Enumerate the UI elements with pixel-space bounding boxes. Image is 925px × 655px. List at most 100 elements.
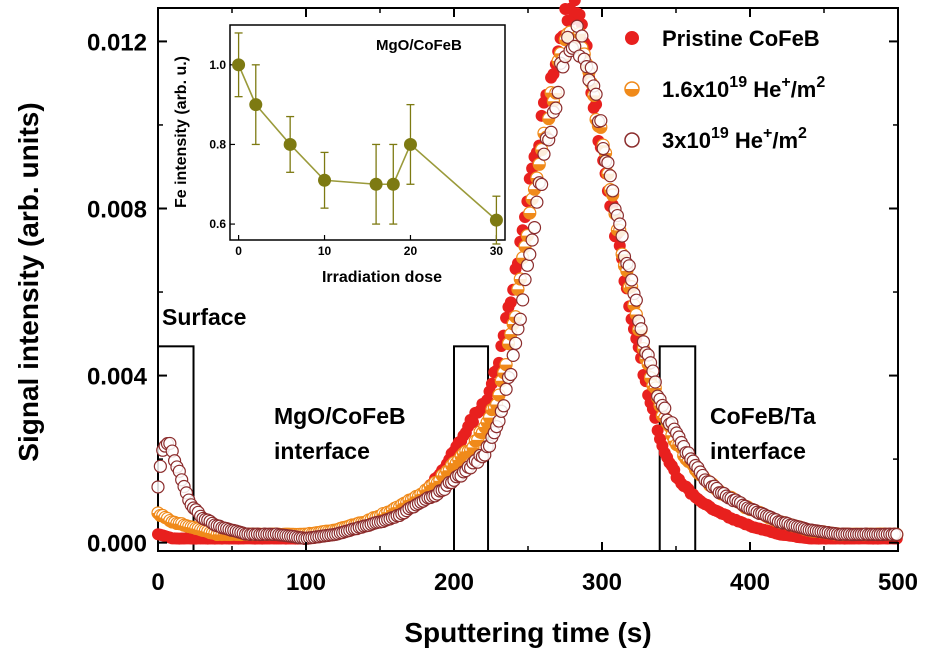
data-point xyxy=(636,335,651,349)
inset-data-point xyxy=(232,58,246,72)
data-point xyxy=(551,85,565,99)
x-tick-label: 400 xyxy=(730,569,770,596)
annotations: Surface MgO/CoFeB interface CoFeB/Ta int… xyxy=(162,304,816,464)
data-point xyxy=(629,293,643,307)
legend-marker-pristine xyxy=(625,31,639,45)
data-point xyxy=(584,61,598,75)
x-tick-label: 100 xyxy=(286,569,326,596)
data-point-fill xyxy=(528,189,541,196)
data-point xyxy=(504,296,517,309)
data-point xyxy=(544,125,558,139)
inset-y-tick-label: 0.8 xyxy=(209,137,226,151)
data-point xyxy=(594,114,608,128)
data-point xyxy=(518,273,532,287)
inset-data-point xyxy=(283,137,297,151)
inset-data-point xyxy=(369,177,383,191)
data-point xyxy=(497,399,511,413)
data-point xyxy=(499,382,513,396)
y-tick-label: 0.008 xyxy=(87,196,147,223)
inset-title: MgO/CoFeB xyxy=(376,37,462,54)
inset-y-tick-label: 1.0 xyxy=(209,58,226,72)
data-point xyxy=(573,8,586,21)
x-tick-label: 0 xyxy=(151,569,164,596)
series-2 xyxy=(151,19,904,546)
inset-x-tick-label: 0 xyxy=(235,244,242,258)
data-point xyxy=(508,336,523,350)
legend-label-1p6e19: 1.6x1019 He+/m2 xyxy=(662,74,825,102)
y-tick-label: 0.000 xyxy=(87,531,147,558)
legend-marker-3e19 xyxy=(624,132,640,148)
data-point xyxy=(549,101,563,115)
inset-chart: 0 10 20 30 0.6 0.8 1.0 MgO/CoFeB Irradiation d… xyxy=(173,24,506,286)
legend: Pristine CoFeB 1.6x1019 He+/m2 3x1019 He… xyxy=(624,26,825,153)
legend-entry-3e19: 3x1019 He+/m2 xyxy=(624,125,807,153)
legend-marker-1p6e19-half xyxy=(625,89,639,96)
data-point-fill xyxy=(523,212,536,219)
data-point xyxy=(520,258,535,272)
data-point xyxy=(606,184,620,198)
series-layer xyxy=(151,0,904,546)
data-point xyxy=(648,375,662,389)
annotation-mgo-line1: MgO/CoFeB xyxy=(274,403,406,429)
annotation-ta-line2: interface xyxy=(710,438,806,464)
data-point xyxy=(596,141,610,156)
annotation-ta-line1: CoFeB/Ta xyxy=(710,403,816,429)
annotation-boxes xyxy=(157,345,697,553)
data-point xyxy=(153,459,167,473)
inset-series xyxy=(232,32,503,245)
annotation-surface: Surface xyxy=(162,304,246,330)
inset-data-point xyxy=(318,173,332,187)
data-point-fill xyxy=(533,164,546,171)
data-point xyxy=(537,147,551,161)
data-point xyxy=(561,30,575,44)
legend-label-3e19: 3x1019 He+/m2 xyxy=(662,125,807,153)
data-point xyxy=(523,247,537,261)
inset-x-axis-label: Irradiation dose xyxy=(322,269,442,286)
inset-x-tick-label: 20 xyxy=(404,244,418,258)
inset-line xyxy=(237,64,497,221)
data-point-fill xyxy=(542,118,555,125)
inset-data-point xyxy=(249,98,263,112)
data-point xyxy=(506,348,520,362)
inset-x-tick-label: 10 xyxy=(318,244,332,258)
inset-y-axis-label: Fe intensity (arb. u.) xyxy=(173,56,190,208)
data-point xyxy=(890,527,904,542)
data-point xyxy=(613,217,627,231)
y-tick-label: 0.004 xyxy=(87,364,148,391)
annotation-mgo-line2: interface xyxy=(274,438,370,464)
data-point xyxy=(615,229,629,243)
data-point xyxy=(504,367,518,382)
data-point xyxy=(646,364,660,378)
inset-frame xyxy=(229,24,506,241)
legend-entry-pristine: Pristine CoFeB xyxy=(625,26,820,51)
data-point xyxy=(589,87,603,101)
data-point xyxy=(535,177,549,192)
data-point xyxy=(658,401,672,415)
legend-label-pristine: Pristine CoFeB xyxy=(662,26,820,51)
x-tick-label: 200 xyxy=(434,569,474,596)
data-point xyxy=(624,273,639,287)
data-point-fill xyxy=(471,439,484,446)
data-point xyxy=(466,416,479,429)
inset-y-tick-label: 0.6 xyxy=(209,217,226,231)
inset-x-tick-label: 30 xyxy=(490,244,504,258)
legend-entry-1p6e19: 1.6x1019 He+/m2 xyxy=(624,74,825,102)
data-point xyxy=(603,169,617,183)
x-tick-label: 300 xyxy=(582,569,622,596)
data-point xyxy=(601,156,615,170)
data-point xyxy=(516,293,530,307)
y-axis-label: Signal intensity (arb. units) xyxy=(13,102,44,461)
data-point xyxy=(634,322,648,336)
data-point xyxy=(513,312,527,326)
inset-ticks: 0 10 20 30 0.6 0.8 1.0 xyxy=(209,58,503,258)
data-point xyxy=(525,233,539,247)
y-tick-label: 0.012 xyxy=(87,29,147,56)
data-point xyxy=(622,259,636,273)
x-axis-label: Sputtering time (s) xyxy=(404,617,651,648)
data-point xyxy=(547,68,560,81)
data-point xyxy=(530,195,544,209)
inset-data-point xyxy=(489,213,503,227)
